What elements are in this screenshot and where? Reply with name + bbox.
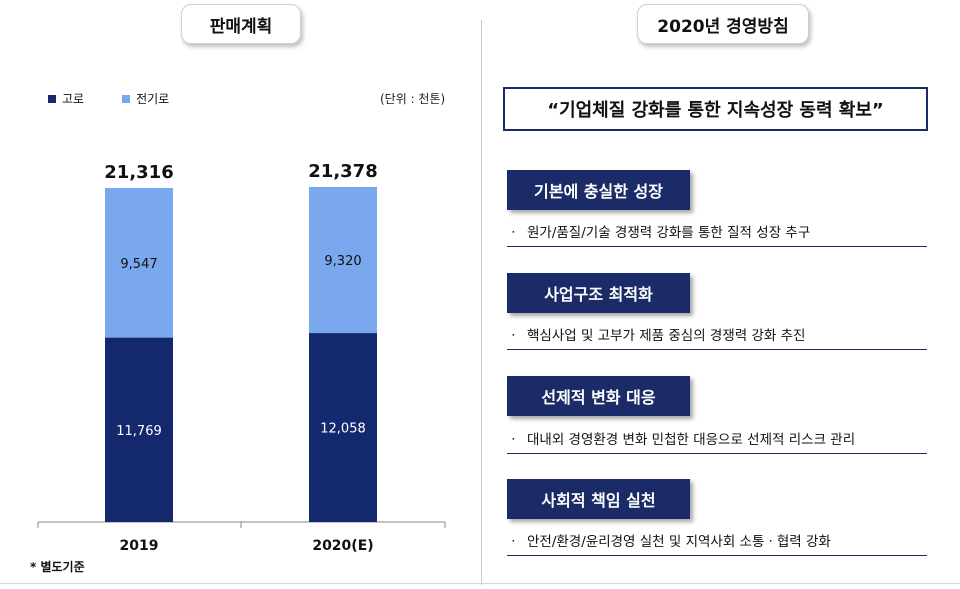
management-policy-tab: 2020년 경영방침 xyxy=(637,4,809,44)
legend-label-eaf: 전기로 xyxy=(136,92,170,106)
slogan-text: “기업체질 강화를 통한 지속성장 동력 확보” xyxy=(547,100,884,121)
strategy-title-1: 기본에 충실한 성장 xyxy=(534,182,663,201)
bullet-4: ㆍ xyxy=(507,534,520,550)
sales-plan-title: 판매계획 xyxy=(209,16,273,37)
strategy-heading-1: 기본에 충실한 성장 xyxy=(507,170,690,210)
strategy-heading-4: 사회적 책임 실천 xyxy=(507,479,690,519)
sales-plan-chart: 11,769 9,547 21,316 2019 12,058 9,320 21,378 20… xyxy=(37,161,446,554)
data-label: 9,320 xyxy=(324,254,361,269)
management-policy-title: 2020년 경영방침 xyxy=(657,16,789,37)
strategy-desc-2: ㆍ 핵심사업 및 고부가 제품 중심의 경쟁력 강화 추진 xyxy=(507,324,927,350)
bar-segment xyxy=(309,333,377,522)
sales-plan-tab: 판매계획 xyxy=(181,4,301,44)
strategy-title-3: 선제적 변화 대응 xyxy=(541,388,656,407)
strategy-desc-4: ㆍ 안전/환경/윤리경영 실천 및 지역사회 소통ㆍ협력 강화 xyxy=(507,530,927,556)
section-divider xyxy=(481,20,482,585)
strategy-desc-1: ㆍ 원가/품질/기술 경쟁력 강화를 통한 질적 성장 추구 xyxy=(507,221,927,247)
legend-label-blast-furnace: 고로 xyxy=(62,92,85,106)
bar-segment xyxy=(105,337,173,522)
bullet-2: ㆍ xyxy=(507,328,520,344)
chart-legend: 고로 전기로 xyxy=(48,90,169,107)
data-label: 12,058 xyxy=(320,422,366,437)
data-label: 9,547 xyxy=(120,257,157,272)
strategy-text-4: 안전/환경/윤리경영 실천 및 지역사회 소통ㆍ협력 강화 xyxy=(527,534,831,550)
strategy-text-3: 대내외 경영환경 변화 민첩한 대응으로 선제적 리스크 관리 xyxy=(527,432,856,448)
x-tick-label: 2019 xyxy=(120,538,159,554)
strategy-desc-3: ㆍ 대내외 경영환경 변화 민첩한 대응으로 선제적 리스크 관리 xyxy=(507,428,927,454)
bottom-border xyxy=(0,583,960,584)
data-label: 11,769 xyxy=(116,424,162,439)
x-tick-label: 2020(E) xyxy=(312,538,373,554)
legend-swatch-eaf xyxy=(122,94,131,103)
strategy-text-2: 핵심사업 및 고부가 제품 중심의 경쟁력 강화 추진 xyxy=(527,328,806,344)
total-label: 21,378 xyxy=(308,161,377,182)
footnote: * 별도기준 xyxy=(30,560,85,574)
legend-swatch-blast-furnace xyxy=(48,94,56,103)
unit-label: (단위 : 천톤) xyxy=(380,92,446,106)
strategy-title-4: 사회적 책임 실천 xyxy=(541,491,656,510)
bar-segment xyxy=(309,187,377,334)
strategy-heading-2: 사업구조 최적화 xyxy=(507,273,690,313)
bullet-1: ㆍ xyxy=(507,225,520,241)
strategy-title-2: 사업구조 최적화 xyxy=(544,285,653,304)
bar-segment xyxy=(105,187,173,338)
strategy-heading-3: 선제적 변화 대응 xyxy=(507,376,690,416)
strategy-text-1: 원가/품질/기술 경쟁력 강화를 통한 질적 성장 추구 xyxy=(527,225,811,241)
bullet-3: ㆍ xyxy=(507,432,520,448)
total-label: 21,316 xyxy=(104,162,173,183)
slogan-box: “기업체질 강화를 통한 지속성장 동력 확보” xyxy=(503,87,928,131)
